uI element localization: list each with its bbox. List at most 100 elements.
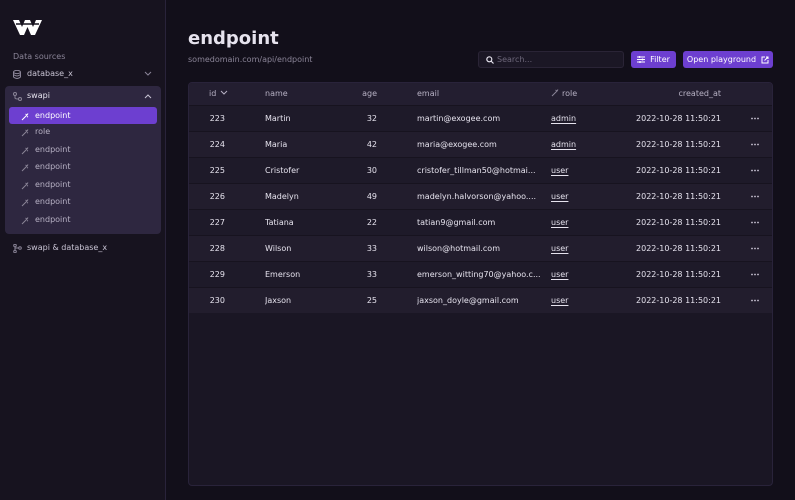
table-row[interactable]: 228 Wilson 33 wilson@hotmail.com user 2022-10… bbox=[189, 235, 772, 261]
row-menu[interactable] bbox=[751, 158, 759, 181]
column-label: role bbox=[562, 89, 578, 98]
table-cell: 226 bbox=[209, 192, 225, 201]
row-menu[interactable] bbox=[751, 132, 759, 155]
table-cell: cristofer_tillman50@hotmai... bbox=[417, 166, 536, 175]
column-header[interactable]: age bbox=[339, 83, 377, 105]
table-cell: user bbox=[551, 270, 569, 279]
nav-item-label: endpoint bbox=[35, 144, 71, 154]
filter-icon bbox=[637, 56, 646, 63]
table-cell: 230 bbox=[209, 296, 225, 305]
source-swapi[interactable]: swapi bbox=[13, 91, 153, 103]
section-label: Data sources bbox=[13, 52, 66, 61]
row-menu[interactable] bbox=[751, 210, 759, 233]
sort-icon bbox=[220, 90, 228, 95]
column-header[interactable]: name bbox=[265, 83, 355, 105]
dots-icon bbox=[751, 143, 759, 146]
table-cell: 33 bbox=[366, 244, 377, 253]
table-cell: 2022-10-28 11:50:21 bbox=[636, 270, 721, 279]
table-cell: 224 bbox=[209, 140, 225, 149]
column-header[interactable]: email bbox=[417, 83, 545, 105]
row-menu[interactable] bbox=[751, 262, 759, 285]
table-cell: 225 bbox=[209, 166, 225, 175]
table-row[interactable]: 225 Cristofer 30 cristofer_tillman50@hotmai… bbox=[189, 157, 772, 183]
table-cell: user bbox=[551, 218, 569, 227]
button-label: Filter bbox=[650, 55, 670, 64]
source-swapi-panel: swapi endpoint role endpoint endpoint endpoi… bbox=[5, 86, 161, 234]
row-menu[interactable] bbox=[751, 184, 759, 207]
dots-icon bbox=[751, 221, 759, 224]
row-menu[interactable] bbox=[751, 106, 759, 129]
table-cell: user bbox=[551, 296, 569, 305]
nav-item-content: endpoint bbox=[21, 145, 151, 157]
table-row[interactable]: 227 Tatiana 22 tatian9@gmail.com user 2022-10… bbox=[189, 209, 772, 235]
table-row[interactable]: 226 Madelyn 49 madelyn.halvorson@yahoo.... u… bbox=[189, 183, 772, 209]
search-placeholder: Search... bbox=[497, 55, 533, 64]
table-row[interactable]: 224 Maria 42 maria@exogee.com admin 2022-10-2… bbox=[189, 131, 772, 157]
source-name: swapi bbox=[27, 91, 50, 100]
endpoint-icon bbox=[21, 199, 29, 207]
source-combined[interactable]: swapi & database_x bbox=[13, 243, 153, 255]
table-cell: Madelyn bbox=[265, 192, 299, 201]
table-header: id name age email role created_at bbox=[189, 83, 772, 105]
nav-item[interactable]: endpoint bbox=[9, 211, 157, 228]
nav-item[interactable]: endpoint bbox=[9, 176, 157, 193]
column-label: age bbox=[362, 89, 377, 98]
column-label: email bbox=[417, 89, 440, 98]
table-cell: Emerson bbox=[265, 270, 301, 279]
chevron-up bbox=[144, 94, 152, 99]
table-cell: 228 bbox=[209, 244, 225, 253]
endpoint-icon bbox=[21, 164, 29, 172]
data-table: id name age email role created_at 223 Martin 32… bbox=[188, 82, 773, 486]
nav-item[interactable]: endpoint bbox=[9, 158, 157, 175]
table-cell: admin bbox=[551, 114, 577, 123]
search-icon bbox=[486, 56, 494, 64]
nav-item-label: endpoint bbox=[35, 111, 71, 120]
logo bbox=[13, 20, 42, 35]
nav-item-label: endpoint bbox=[35, 197, 71, 207]
column-header[interactable]: created_at bbox=[609, 83, 721, 105]
table-cell: Wilson bbox=[265, 244, 292, 253]
playground-button[interactable]: Open playground bbox=[683, 51, 773, 68]
table-cell: 2022-10-28 11:50:21 bbox=[636, 218, 721, 227]
row-menu[interactable] bbox=[751, 236, 759, 259]
table-cell: Jaxson bbox=[265, 296, 292, 305]
table-cell: madelyn.halvorson@yahoo.... bbox=[417, 192, 537, 201]
nav-item[interactable]: endpoint bbox=[9, 107, 157, 124]
button-label: Open playground bbox=[686, 55, 757, 64]
nav-item-label: endpoint bbox=[35, 179, 71, 189]
table-cell: 25 bbox=[366, 296, 377, 305]
search-input[interactable]: Search... bbox=[478, 51, 624, 68]
chevron-down bbox=[144, 71, 152, 76]
nav-item-content: endpoint bbox=[21, 197, 151, 209]
column-header[interactable]: role bbox=[551, 83, 591, 105]
nav-item[interactable]: endpoint bbox=[9, 193, 157, 210]
dots-icon bbox=[751, 247, 759, 250]
table-cell: 2022-10-28 11:50:21 bbox=[636, 244, 721, 253]
row-menu[interactable] bbox=[751, 288, 759, 311]
dots-icon bbox=[751, 169, 759, 172]
source-database-x[interactable]: database_x bbox=[13, 69, 153, 81]
table-cell: 2022-10-28 11:50:21 bbox=[636, 166, 721, 175]
filter-button[interactable]: Filter bbox=[631, 51, 676, 68]
table-cell: emerson_witting70@yahoo.c... bbox=[417, 270, 541, 279]
dots-icon bbox=[751, 117, 759, 120]
table-cell: 30 bbox=[366, 166, 377, 175]
table-cell: Martin bbox=[265, 114, 291, 123]
nav-item[interactable]: endpoint bbox=[9, 141, 157, 158]
table-row[interactable]: 229 Emerson 33 emerson_witting70@yahoo.c...… bbox=[189, 261, 772, 287]
graph-icon bbox=[13, 92, 22, 101]
nav-item-label: role bbox=[35, 127, 51, 136]
table-cell: 2022-10-28 11:50:21 bbox=[636, 140, 721, 149]
table-row[interactable]: 223 Martin 32 martin@exogee.com admin 2022-10… bbox=[189, 105, 772, 131]
table-row[interactable]: 230 Jaxson 25 jaxson_doyle@gmail.com user 202… bbox=[189, 287, 772, 313]
source-name: database_x bbox=[27, 69, 73, 78]
branch-icon bbox=[13, 244, 22, 253]
table-cell: jaxson_doyle@gmail.com bbox=[417, 296, 519, 305]
table-cell: 229 bbox=[209, 270, 225, 279]
column-header[interactable]: id bbox=[209, 83, 249, 105]
nav-item[interactable]: role bbox=[9, 123, 157, 140]
table-cell: tatian9@gmail.com bbox=[417, 218, 496, 227]
column-label: created_at bbox=[678, 89, 721, 98]
nav-item-content: endpoint bbox=[21, 215, 151, 227]
